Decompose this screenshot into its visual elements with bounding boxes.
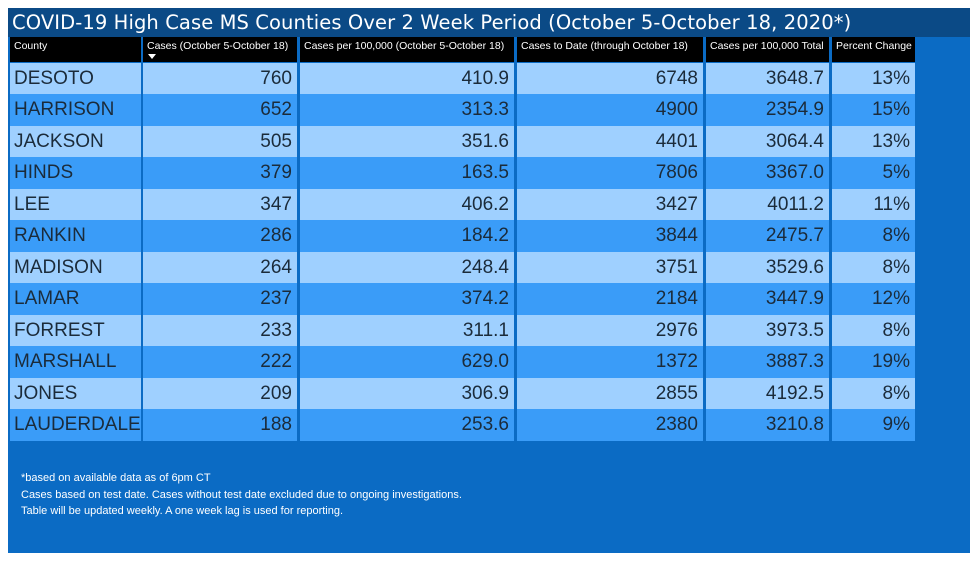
cell-cases-per-100k-total: 3648.7 xyxy=(706,62,829,94)
cell-county: LAUDERDALE xyxy=(10,409,141,441)
cell-percent-change: 8% xyxy=(832,251,915,283)
column-header-cases-to-date[interactable]: Cases to Date (through October 18) xyxy=(517,37,703,62)
cell-county: LEE xyxy=(10,188,141,220)
column-header-cases-per-100k-total[interactable]: Cases per 100,000 Total xyxy=(706,37,829,62)
cell-cases-per-100k: 313.3 xyxy=(300,94,514,126)
cell-cases-to-date: 2380 xyxy=(517,409,703,441)
cell-cases: 209 xyxy=(143,377,297,409)
footnote-line: Table will be updated weekly. A one week… xyxy=(21,505,344,517)
cell-cases-per-100k-total: 3529.6 xyxy=(706,251,829,283)
column-header-label: Cases (October 5-October 18) xyxy=(147,40,289,52)
cell-cases-per-100k-total: 2354.9 xyxy=(706,94,829,126)
cell-cases-per-100k: 410.9 xyxy=(300,62,514,94)
cell-cases-per-100k-total: 3064.4 xyxy=(706,125,829,157)
cell-county: DESOTO xyxy=(10,62,141,94)
column-header-county[interactable]: County xyxy=(10,37,141,62)
column-header-cases-per-100k[interactable]: Cases per 100,000 (October 5-October 18) xyxy=(300,37,514,62)
column-header-label: County xyxy=(14,40,48,52)
cell-cases-to-date: 6748 xyxy=(517,62,703,94)
cell-cases-per-100k-total: 3447.9 xyxy=(706,283,829,315)
cell-percent-change: 9% xyxy=(832,409,915,441)
cell-cases: 760 xyxy=(143,62,297,94)
sort-descending-icon xyxy=(148,54,156,59)
cell-cases: 237 xyxy=(143,283,297,315)
cell-percent-change: 5% xyxy=(832,157,915,189)
column-header-percent-change[interactable]: Percent Change xyxy=(832,37,915,62)
cell-cases-per-100k: 311.1 xyxy=(300,314,514,346)
cell-county: JONES xyxy=(10,377,141,409)
report-panel: COVID-19 High Case MS Counties Over 2 We… xyxy=(8,8,970,553)
cell-cases-per-100k-total: 2475.7 xyxy=(706,220,829,252)
cell-cases-per-100k-total: 3887.3 xyxy=(706,346,829,378)
cell-percent-change: 15% xyxy=(832,94,915,126)
cell-cases-per-100k-total: 3973.5 xyxy=(706,314,829,346)
cell-cases-per-100k: 406.2 xyxy=(300,188,514,220)
cell-cases-to-date: 7806 xyxy=(517,157,703,189)
cell-county: HARRISON xyxy=(10,94,141,126)
footnotes: *based on available data as of 6pm CT Ca… xyxy=(21,470,462,520)
cell-cases: 286 xyxy=(143,220,297,252)
cell-cases-to-date: 2184 xyxy=(517,283,703,315)
cell-county: MARSHALL xyxy=(10,346,141,378)
cell-cases-per-100k: 629.0 xyxy=(300,346,514,378)
column-header-label: Cases to Date (through October 18) xyxy=(521,40,688,52)
cell-cases: 379 xyxy=(143,157,297,189)
cell-county: HINDS xyxy=(10,157,141,189)
cell-cases-per-100k: 351.6 xyxy=(300,125,514,157)
title-bar: COVID-19 High Case MS Counties Over 2 We… xyxy=(8,8,970,37)
cell-percent-change: 8% xyxy=(832,377,915,409)
cell-county: RANKIN xyxy=(10,220,141,252)
cell-cases-per-100k-total: 3367.0 xyxy=(706,157,829,189)
cell-cases-to-date: 1372 xyxy=(517,346,703,378)
cell-cases-per-100k: 374.2 xyxy=(300,283,514,315)
cell-cases-per-100k: 306.9 xyxy=(300,377,514,409)
cell-cases: 505 xyxy=(143,125,297,157)
cell-cases-per-100k-total: 3210.8 xyxy=(706,409,829,441)
cell-percent-change: 8% xyxy=(832,220,915,252)
cell-percent-change: 12% xyxy=(832,283,915,315)
cell-cases-to-date: 3751 xyxy=(517,251,703,283)
column-header-label: Percent Change xyxy=(836,40,912,52)
cell-cases-to-date: 3844 xyxy=(517,220,703,252)
report-title: COVID-19 High Case MS Counties Over 2 We… xyxy=(12,11,852,34)
cell-cases-per-100k: 163.5 xyxy=(300,157,514,189)
cell-cases: 222 xyxy=(143,346,297,378)
cell-cases-per-100k-total: 4011.2 xyxy=(706,188,829,220)
cell-percent-change: 13% xyxy=(832,125,915,157)
cell-percent-change: 11% xyxy=(832,188,915,220)
cell-percent-change: 8% xyxy=(832,314,915,346)
cell-cases: 233 xyxy=(143,314,297,346)
cell-percent-change: 19% xyxy=(832,346,915,378)
cell-county: LAMAR xyxy=(10,283,141,315)
cell-cases-to-date: 2855 xyxy=(517,377,703,409)
cell-cases-per-100k: 248.4 xyxy=(300,251,514,283)
cell-cases: 652 xyxy=(143,94,297,126)
column-header-cases[interactable]: Cases (October 5-October 18) xyxy=(143,37,297,62)
cell-cases-per-100k: 253.6 xyxy=(300,409,514,441)
cell-cases-per-100k: 184.2 xyxy=(300,220,514,252)
column-header-label: Cases per 100,000 (October 5-October 18) xyxy=(304,40,505,52)
cell-cases: 264 xyxy=(143,251,297,283)
cell-cases-per-100k-total: 4192.5 xyxy=(706,377,829,409)
cell-percent-change: 13% xyxy=(832,62,915,94)
cell-cases-to-date: 4900 xyxy=(517,94,703,126)
column-header-label: Cases per 100,000 Total xyxy=(710,40,824,52)
cell-cases-to-date: 3427 xyxy=(517,188,703,220)
cell-cases: 188 xyxy=(143,409,297,441)
cell-county: JACKSON xyxy=(10,125,141,157)
cell-county: MADISON xyxy=(10,251,141,283)
cell-cases-to-date: 4401 xyxy=(517,125,703,157)
footnote-line: Cases based on test date. Cases without … xyxy=(21,488,462,501)
cell-cases: 347 xyxy=(143,188,297,220)
footnote-line: *based on available data as of 6pm CT xyxy=(21,472,211,484)
cell-cases-to-date: 2976 xyxy=(517,314,703,346)
cell-county: FORREST xyxy=(10,314,141,346)
